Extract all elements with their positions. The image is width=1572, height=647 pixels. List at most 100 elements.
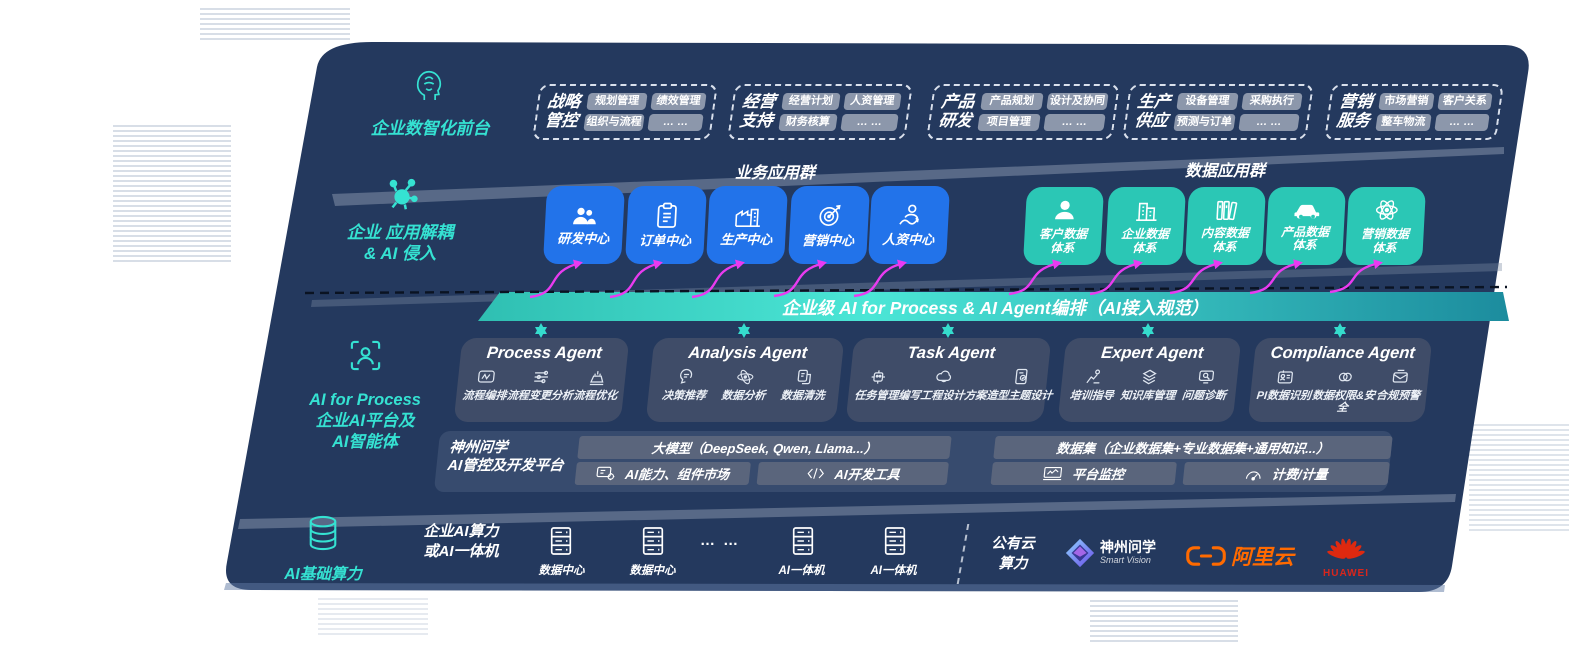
front-office-group-strategy: 战略 管控 规划管理 绩效管理 组织与流程 … … [532, 84, 718, 140]
node-label: AI一体机 [870, 565, 917, 577]
smartvision-logo-text: 神州问学 Smart Vision [1100, 539, 1156, 566]
data-box-product: 产品数据 体系 [1264, 187, 1347, 265]
target-icon [818, 204, 841, 226]
laptop-chart-icon [1043, 466, 1063, 481]
module-chip: 采购执行 [1240, 93, 1303, 110]
module-chip: 市场营销 [1378, 93, 1435, 110]
node-label: 数据中心 [629, 565, 676, 577]
huawei-flower-icon [1327, 528, 1365, 569]
billing-box: 计费/计量 [1182, 462, 1390, 485]
agent-card-process: Process Agent 流程编排 流程变更分析 流程优化 [453, 338, 630, 422]
factory-icon [735, 208, 760, 227]
public-cloud-label: 公有云 算力 [991, 536, 1035, 572]
stripe-decoration [318, 598, 428, 638]
cloud-design-icon [936, 370, 952, 383]
group-title: 经营 支持 [738, 93, 777, 130]
module-chip: 设备管理 [1176, 93, 1239, 110]
database-icon [306, 514, 340, 557]
atom-icon [1375, 200, 1398, 220]
data-group-title: 数据应用群 [1184, 163, 1265, 180]
huawei-logo-text: HUAWEI [1323, 568, 1369, 579]
module-chip: 设计及协同 [1045, 93, 1109, 110]
server-icon [548, 526, 574, 561]
node-label: 数据中心 [538, 565, 585, 577]
gauge-icon [1246, 471, 1261, 481]
front-office-group-marketing: 营销 服务 市场营销 客户关系 整车物流 … … [1324, 84, 1504, 140]
team-icon [573, 207, 596, 224]
data-box-customer: 客户数据 体系 [1022, 187, 1105, 265]
front-office-group-production: 生产 供应 设备管理 采购执行 预测与订单 … … [1122, 84, 1314, 140]
ai-layer-label: AI for Process 企业AI平台及 AI智能体 [309, 391, 421, 451]
group-title: 营销 服务 [1335, 93, 1374, 130]
module-chip: 经营计划 [781, 93, 841, 110]
server-icon [790, 526, 816, 561]
stripe-decoration [1469, 424, 1569, 534]
id-card-icon [1278, 370, 1294, 384]
workflow-icon [478, 370, 495, 383]
building-icon [1135, 202, 1157, 221]
code-pen-icon [807, 468, 824, 479]
module-chip: 预测与订单 [1173, 114, 1236, 131]
module-chip: 客户关系 [1436, 93, 1493, 110]
server-icon [882, 526, 908, 561]
optimize-stack-icon [589, 371, 604, 386]
stripe-decoration [200, 8, 350, 42]
scan-person-icon [348, 338, 383, 378]
agent-card-compliance: Compliance Agent PI数据识别 数据权限&安全 合规预警 [1247, 338, 1433, 422]
capability-market-box: AI能力、组件市场 [574, 462, 751, 485]
platform-label: 神州问学 AI管控及开发平台 [446, 440, 565, 474]
front-office-group-product: 产品 研发 产品规划 设计及协同 项目管理 … … [926, 84, 1120, 140]
group-title: 生产 供应 [1133, 93, 1172, 130]
data-atom-icon [737, 369, 754, 385]
group-title: 战略 管控 [543, 93, 582, 130]
books-icon [1215, 200, 1237, 221]
dataset-box: 数据集（企业数据集+专业数据集+通用知识...） [993, 436, 1393, 459]
app-layer-label: 企业 应用解耦 & AI 侵入 [346, 223, 454, 263]
alert-mail-icon [1392, 369, 1408, 383]
node-label: AI一体机 [778, 565, 825, 577]
orchestration-bar [478, 292, 1509, 321]
permission-link-icon [1339, 372, 1353, 382]
module-chip: … … [647, 114, 704, 131]
molecule-icon [383, 176, 421, 219]
server-icon [640, 526, 666, 561]
module-chip: … … [1237, 114, 1300, 131]
infra-label: AI基础算力 [284, 566, 362, 583]
front-office-label: 企业数智化前台 [370, 119, 490, 138]
agent-card-task: Task Agent 任务管理 编写工程设计方案 造型主题设计 [845, 338, 1053, 422]
business-group-title: 业务应用群 [734, 165, 815, 182]
module-chip: 整车物流 [1375, 114, 1432, 131]
module-chip: … … [1433, 114, 1490, 131]
app-box-hr-center: 人资中心 [867, 186, 951, 264]
data-box-content: 内容数据 体系 [1184, 187, 1267, 265]
group-title: 产品 研发 [937, 93, 976, 130]
decision-head-icon [679, 368, 692, 384]
compute-label: 企业AI算力 或AI一体机 [423, 523, 499, 560]
orchestration-bar-title: 企业级 AI for Process & AI Agent编排（AI接入规范） [781, 298, 1209, 318]
module-chip: 人资管理 [842, 93, 902, 110]
training-icon [1086, 369, 1101, 384]
user-icon [1054, 200, 1074, 220]
doc-cleanse-icon [797, 369, 812, 385]
app-box-order-center: 订单中心 [624, 186, 708, 264]
module-chip: … … [1042, 114, 1106, 131]
app-box-marketing-center: 营销中心 [787, 186, 871, 264]
monitor-box: 平台监控 [990, 462, 1177, 485]
devtool-box: AI开发工具 [756, 462, 949, 485]
module-chip: … … [839, 114, 899, 131]
theme-design-icon [1015, 368, 1028, 385]
monitor-gear-icon [597, 466, 615, 481]
app-box-production-center: 生产中心 [705, 186, 789, 264]
ellipsis-text: … … [700, 532, 741, 549]
model-box: 大模型（DeepSeek, Qwen, Llama...） [577, 436, 952, 459]
smartvision-logo-icon [1064, 537, 1096, 574]
module-chip: 绩效管理 [650, 93, 707, 110]
stripe-decoration [113, 125, 231, 263]
person-trend-icon [898, 204, 919, 225]
stripe-decoration [1090, 600, 1238, 644]
data-box-enterprise: 企业数据 体系 [1104, 187, 1187, 265]
car-icon [1293, 204, 1319, 219]
sliders-icon [534, 370, 549, 384]
platform-panel: 神州问学 AI管控及开发平台 大模型（DeepSeek, Qwen, Llama.… [433, 431, 1394, 492]
diagnose-icon [1198, 370, 1214, 384]
